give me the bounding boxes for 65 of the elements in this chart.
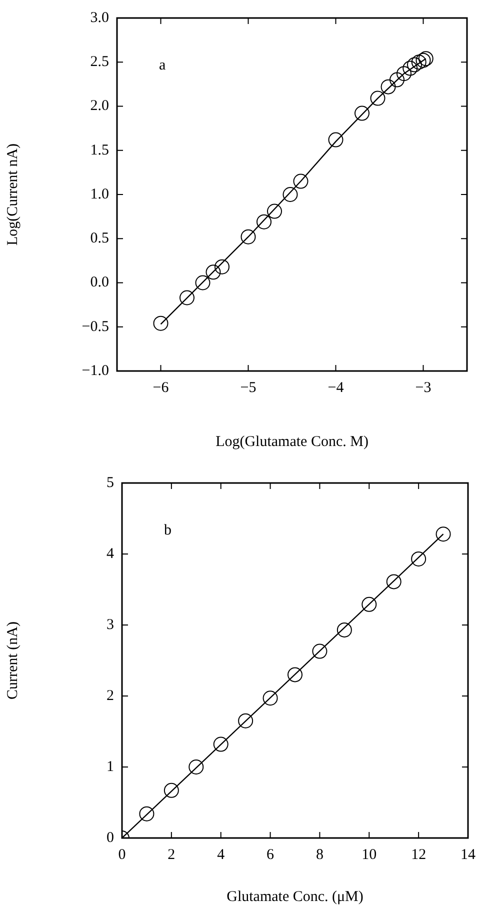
x-tick-label: −3 xyxy=(415,380,432,396)
y-tick-label: 1.5 xyxy=(90,142,109,158)
y-tick-label: 5 xyxy=(106,474,114,491)
point xyxy=(240,229,256,244)
y-tick-label: 2.5 xyxy=(90,54,109,70)
point xyxy=(206,264,221,280)
x-tick-label: −6 xyxy=(152,380,170,396)
point xyxy=(402,60,418,76)
x-tick-label: −4 xyxy=(328,380,344,396)
x-tick-label: 4 xyxy=(217,846,226,863)
point xyxy=(180,290,194,306)
x-tick-label: 12 xyxy=(411,846,426,863)
y-tick-label: 4 xyxy=(106,546,114,562)
point xyxy=(336,622,352,638)
y-tick-label: 1 xyxy=(106,758,114,775)
y-tick-label: −0.5 xyxy=(82,318,109,335)
point xyxy=(256,214,272,230)
x-tick-label: 6 xyxy=(266,846,275,863)
y-axis-title: Log(Current nA) xyxy=(4,143,21,246)
x-tick-label: 10 xyxy=(362,846,377,863)
y-tick-label: −1.0 xyxy=(82,362,109,379)
point xyxy=(407,57,422,72)
x-tick-label: 14 xyxy=(460,846,476,863)
x-axis-title: Log(Glutamate Conc. M) xyxy=(216,434,368,450)
point xyxy=(188,760,204,774)
y-tick-label: 3.0 xyxy=(90,10,109,26)
point xyxy=(436,526,451,542)
point xyxy=(293,174,308,189)
x-tick-label: 2 xyxy=(168,846,176,863)
point xyxy=(362,596,377,612)
annotation: a xyxy=(159,57,166,74)
point xyxy=(288,667,302,682)
point xyxy=(380,79,396,94)
point xyxy=(262,690,278,706)
point xyxy=(267,204,282,219)
point xyxy=(139,806,154,822)
annotation: b xyxy=(164,522,172,538)
point xyxy=(354,106,370,121)
y-tick-label: 2 xyxy=(106,688,114,704)
point xyxy=(213,736,228,752)
point xyxy=(312,644,328,659)
point xyxy=(411,54,426,70)
point xyxy=(390,72,404,88)
x-tick-label: −5 xyxy=(240,380,256,396)
y-tick-label: 3 xyxy=(106,616,114,633)
point xyxy=(328,132,344,148)
x-axis-title: Glutamate Conc. (μM) xyxy=(226,888,364,905)
point xyxy=(153,316,168,331)
x-tick-label: 8 xyxy=(316,846,324,863)
point xyxy=(238,713,254,728)
point xyxy=(396,66,412,82)
point xyxy=(386,574,402,590)
point xyxy=(370,90,386,106)
y-tick-label: 0 xyxy=(106,830,114,846)
y-tick-label: 2.0 xyxy=(90,98,109,114)
point xyxy=(214,259,230,274)
y-axis-title: Current (nA) xyxy=(4,622,21,700)
point xyxy=(411,551,426,566)
x-tick-label: 0 xyxy=(118,846,126,863)
point xyxy=(195,275,210,290)
y-tick-label: 0.0 xyxy=(90,274,109,291)
point xyxy=(282,187,298,202)
y-tick-label: 0.5 xyxy=(90,230,109,247)
point xyxy=(164,782,179,798)
y-tick-label: 1.0 xyxy=(90,186,109,202)
